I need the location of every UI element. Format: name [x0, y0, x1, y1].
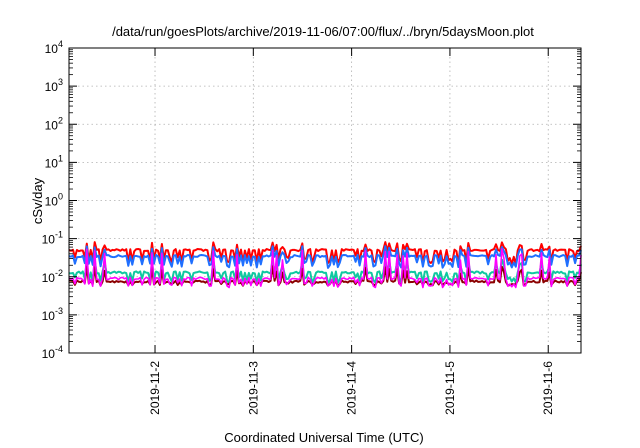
series-line — [68, 245, 582, 269]
grid — [69, 48, 581, 353]
ticks: 10-4 10-3 10-2 10-1 100 101 102 103 104 2019-11-2… — [42, 39, 581, 415]
x-tick-label: 2019-11-3 — [246, 361, 260, 415]
x-tick-label: 2019-11-5 — [443, 361, 457, 415]
series-line — [68, 241, 582, 266]
y-tick-label: 10-4 — [42, 344, 63, 361]
x-axis-label: Coordinated Universal Time (UTC) — [224, 430, 423, 445]
y-tick-label: 104 — [45, 39, 63, 56]
x-tick-label: 2019-11-6 — [541, 361, 555, 415]
series-line — [68, 248, 582, 289]
y-tick-label: 10-3 — [42, 306, 63, 323]
chart-title: /data/run/goesPlots/archive/2019-11-06/0… — [112, 24, 534, 39]
x-tick-label: 2019-11-2 — [148, 361, 162, 415]
y-tick-label: 100 — [45, 192, 63, 209]
y-axis-label: cSv/day — [30, 177, 45, 224]
y-tick-label: 10-1 — [42, 230, 63, 247]
y-tick-label: 101 — [45, 153, 63, 170]
y-tick-label: 10-2 — [42, 268, 63, 285]
series-layer — [68, 241, 582, 289]
y-tick-label: 103 — [45, 77, 63, 94]
x-tick-label: 2019-11-4 — [345, 361, 359, 415]
y-tick-label: 102 — [45, 115, 63, 132]
